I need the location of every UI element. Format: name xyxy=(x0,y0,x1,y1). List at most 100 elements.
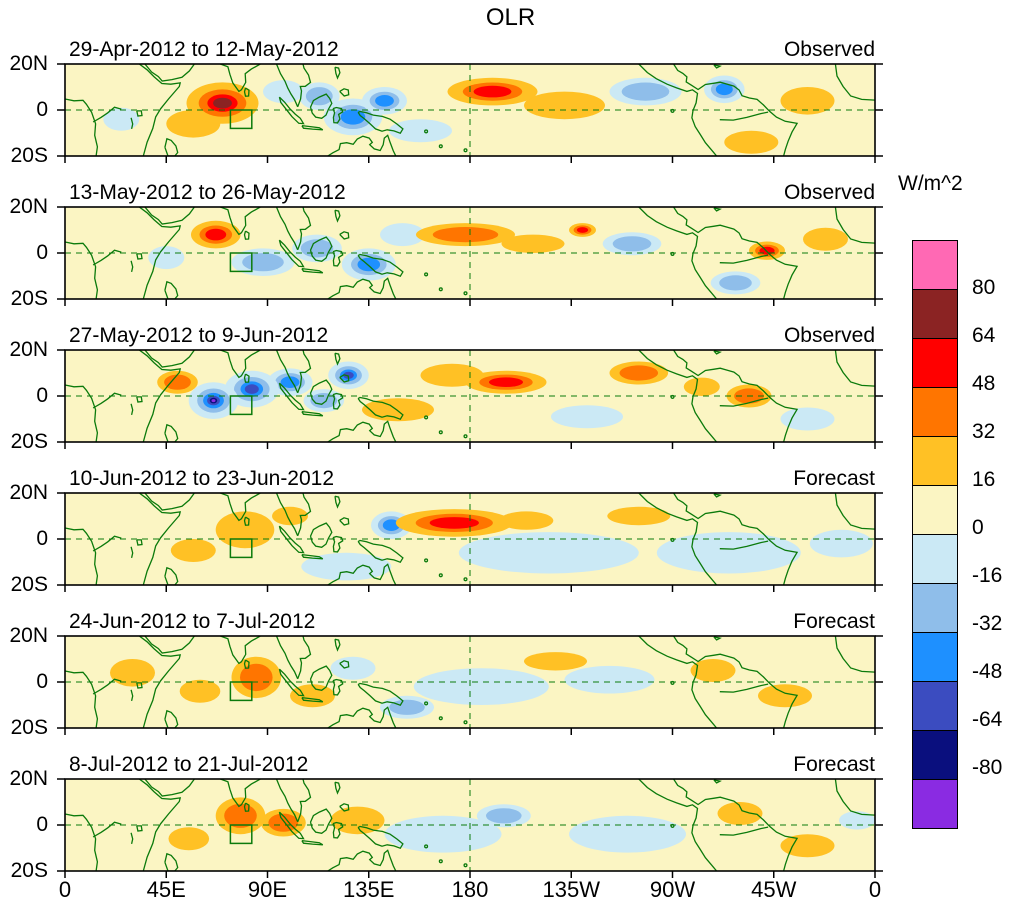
latitude-tick-label: 20N xyxy=(9,195,48,218)
colorbar-segment xyxy=(913,241,957,289)
panel-header: 8-Jul-2012 to 21-Jul-2012 Forecast xyxy=(65,753,875,777)
longitude-tick-label: 0 xyxy=(58,877,72,902)
panel-type-label: Observed xyxy=(783,181,875,204)
colorbar-tick-label: -32 xyxy=(972,612,1003,635)
colorbar-tick-label: 32 xyxy=(972,420,996,443)
colorbar-tick-label: -64 xyxy=(972,708,1003,731)
colorbar xyxy=(912,240,958,829)
panel-period-label: 29-Apr-2012 to 12-May-2012 xyxy=(69,38,339,61)
panel-border xyxy=(64,778,876,872)
colorbar-segment xyxy=(913,583,957,632)
latitude-axis: 20N 0 20S xyxy=(0,767,57,882)
latitude-tick-label: 20N xyxy=(9,481,48,504)
map-plot xyxy=(57,492,883,592)
panel-header: 27-May-2012 to 9-Jun-2012 Observed xyxy=(65,324,875,348)
panel-type-label: Forecast xyxy=(793,467,875,490)
map-area xyxy=(57,778,883,878)
map-panel: 13-May-2012 to 26-May-2012 Observed 20N 0 20… xyxy=(0,181,1021,324)
coastlines xyxy=(65,207,875,299)
panel-border xyxy=(64,349,876,443)
map-plot xyxy=(57,778,883,878)
latitude-tick-label: 0 xyxy=(36,241,48,264)
panel-border xyxy=(64,492,876,586)
colorbar-tick-label: -16 xyxy=(972,564,1003,587)
panel-type-label: Observed xyxy=(783,38,875,61)
latitude-tick-label: 20S xyxy=(10,716,48,739)
coastlines xyxy=(65,779,875,871)
colorbar-segment xyxy=(913,779,957,828)
region-marker-box xyxy=(229,681,253,702)
latitude-tick-label: 20S xyxy=(10,144,48,167)
latitude-axis: 20N 0 20S xyxy=(0,481,57,596)
panel-period-label: 10-Jun-2012 to 23-Jun-2012 xyxy=(69,467,335,490)
longitude-tick-label: 135E xyxy=(343,877,395,902)
colorbar-segment xyxy=(913,681,957,730)
panel-header: 29-Apr-2012 to 12-May-2012 Observed xyxy=(65,38,875,62)
colorbar-segment xyxy=(913,289,957,338)
latitude-axis: 20N 0 20S xyxy=(0,52,57,167)
longitude-tick-label: 90E xyxy=(247,877,288,902)
panel-type-label: Observed xyxy=(783,324,875,347)
colorbar-tick-label: 16 xyxy=(972,468,996,491)
panel-border xyxy=(64,206,876,300)
latitude-tick-label: 0 xyxy=(36,98,48,121)
latitude-axis: 20N 0 20S xyxy=(0,338,57,453)
panel-header: 10-Jun-2012 to 23-Jun-2012 Forecast xyxy=(65,467,875,491)
colorbar-segment xyxy=(913,730,957,779)
map-panel: 10-Jun-2012 to 23-Jun-2012 Forecast 20N 0 20… xyxy=(0,467,1021,610)
map-plot xyxy=(57,349,883,449)
colorbar-segment xyxy=(913,485,957,534)
panel-period-label: 27-May-2012 to 9-Jun-2012 xyxy=(69,324,329,347)
panel-border xyxy=(64,63,876,157)
panel-header: 13-May-2012 to 26-May-2012 Observed xyxy=(65,181,875,205)
latitude-tick-label: 20N xyxy=(9,338,48,361)
coastlines xyxy=(65,636,875,728)
map-plot xyxy=(57,206,883,306)
region-marker-box xyxy=(229,538,253,559)
latitude-tick-label: 20S xyxy=(10,287,48,310)
longitude-tick-label: 90W xyxy=(649,877,696,902)
colorbar-tick-label: -48 xyxy=(972,660,1003,683)
colorbar-segment xyxy=(913,436,957,485)
map-panel: 29-Apr-2012 to 12-May-2012 Observed 20N 0 20… xyxy=(0,38,1021,181)
colorbar-segment xyxy=(913,387,957,436)
colorbar-tick-label: 64 xyxy=(972,324,996,347)
region-marker-box xyxy=(229,252,253,273)
latitude-axis: 20N 0 20S xyxy=(0,195,57,310)
latitude-tick-label: 0 xyxy=(36,384,48,407)
map-panel: 27-May-2012 to 9-Jun-2012 Observed 20N 0 20S xyxy=(0,324,1021,467)
longitude-tick-label: 180 xyxy=(451,877,489,902)
latitude-tick-label: 0 xyxy=(36,813,48,836)
map-plot xyxy=(57,63,883,163)
latitude-tick-label: 20S xyxy=(10,573,48,596)
latitude-tick-label: 0 xyxy=(36,670,48,693)
latitude-tick-label: 20N xyxy=(9,52,48,75)
map-panel: 8-Jul-2012 to 21-Jul-2012 Forecast 20N 0 20S xyxy=(0,753,1021,896)
panel-period-label: 24-Jun-2012 to 7-Jul-2012 xyxy=(69,610,316,633)
panel-period-label: 13-May-2012 to 26-May-2012 xyxy=(69,181,346,204)
latitude-tick-label: 0 xyxy=(36,527,48,550)
longitude-tick-label: 45W xyxy=(751,877,797,902)
region-marker-box xyxy=(229,395,253,416)
coastlines xyxy=(65,64,875,156)
colorbar-units-label: W/m^2 xyxy=(898,172,963,195)
panel-period-label: 8-Jul-2012 to 21-Jul-2012 xyxy=(69,753,309,776)
colorbar-segment xyxy=(913,534,957,583)
figure-title: OLR xyxy=(485,4,536,31)
map-panel: 24-Jun-2012 to 7-Jul-2012 Forecast 20N 0 20S xyxy=(0,610,1021,753)
latitude-tick-label: 20N xyxy=(9,767,48,790)
colorbar-tick-label: 0 xyxy=(972,516,984,539)
colorbar-tick-label: 80 xyxy=(972,276,996,299)
map-area xyxy=(57,206,883,306)
latitude-tick-label: 20S xyxy=(10,430,48,453)
longitude-tick-label: 45E xyxy=(146,877,186,902)
panel-type-label: Forecast xyxy=(793,753,875,776)
map-area xyxy=(57,492,883,592)
latitude-tick-label: 20N xyxy=(9,624,48,647)
colorbar-tick-label: -80 xyxy=(972,756,1003,779)
latitude-axis: 20N 0 20S xyxy=(0,624,57,739)
colorbar-segment xyxy=(913,632,957,681)
map-plot xyxy=(57,635,883,735)
colorbar-tick-label: 48 xyxy=(972,372,996,395)
